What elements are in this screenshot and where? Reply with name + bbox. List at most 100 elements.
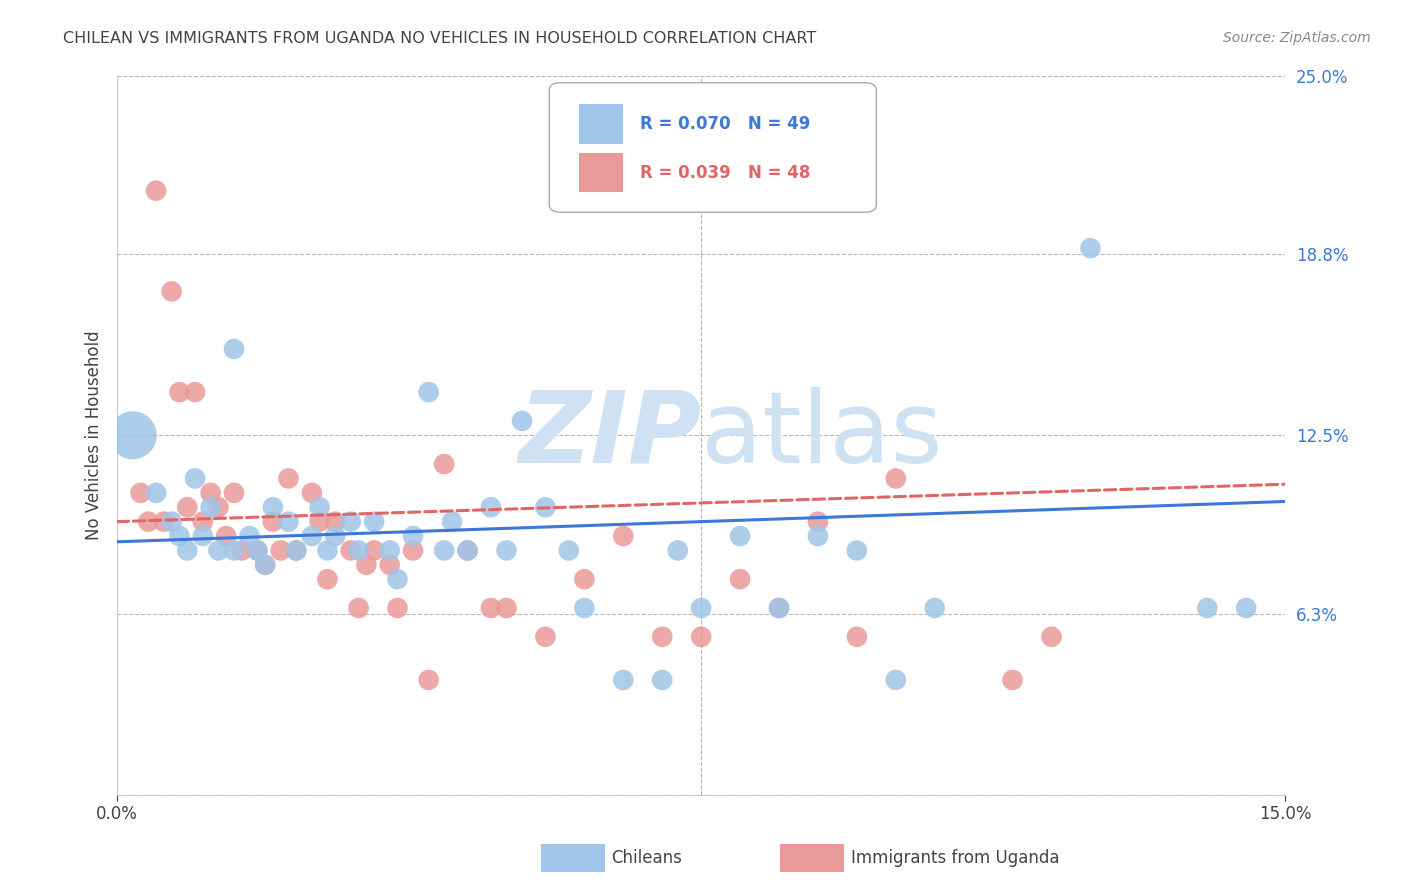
Point xyxy=(884,471,907,485)
Point xyxy=(176,500,198,515)
Point xyxy=(222,543,245,558)
Point xyxy=(845,630,868,644)
Point xyxy=(254,558,277,572)
Point xyxy=(728,572,751,586)
Point xyxy=(191,515,214,529)
Text: R = 0.039   N = 48: R = 0.039 N = 48 xyxy=(640,163,811,182)
Point xyxy=(534,630,557,644)
Point xyxy=(222,486,245,500)
Point xyxy=(176,543,198,558)
Point xyxy=(418,673,440,687)
Point xyxy=(433,457,456,471)
Point xyxy=(363,543,385,558)
Y-axis label: No Vehicles in Household: No Vehicles in Household xyxy=(86,330,103,540)
Point xyxy=(457,543,479,558)
Point xyxy=(301,529,323,543)
Point xyxy=(270,543,292,558)
Text: CHILEAN VS IMMIGRANTS FROM UGANDA NO VEHICLES IN HOUSEHOLD CORRELATION CHART: CHILEAN VS IMMIGRANTS FROM UGANDA NO VEH… xyxy=(63,31,817,46)
Point xyxy=(316,572,339,586)
Point xyxy=(807,529,830,543)
Point xyxy=(402,529,425,543)
Point xyxy=(262,515,284,529)
Point xyxy=(924,601,946,615)
Point xyxy=(145,184,167,198)
Point xyxy=(347,543,370,558)
Point xyxy=(285,543,308,558)
Point xyxy=(479,500,502,515)
Point xyxy=(200,486,222,500)
FancyBboxPatch shape xyxy=(550,83,876,212)
Point xyxy=(277,471,299,485)
Point xyxy=(387,572,409,586)
Point xyxy=(129,486,152,500)
Point xyxy=(457,543,479,558)
Point xyxy=(768,601,790,615)
Point xyxy=(246,543,269,558)
Point xyxy=(440,515,463,529)
Text: Source: ZipAtlas.com: Source: ZipAtlas.com xyxy=(1223,31,1371,45)
Point xyxy=(246,543,269,558)
Text: ZIP: ZIP xyxy=(519,387,702,483)
Point xyxy=(378,558,401,572)
Point xyxy=(574,601,596,615)
Point xyxy=(200,500,222,515)
Point xyxy=(207,543,229,558)
Point xyxy=(690,601,713,615)
Point xyxy=(339,515,361,529)
Bar xyxy=(578,104,623,144)
Point xyxy=(387,601,409,615)
Point xyxy=(238,529,260,543)
Point xyxy=(690,630,713,644)
Point xyxy=(347,601,370,615)
Point xyxy=(558,543,581,558)
Point xyxy=(215,529,238,543)
Point xyxy=(207,500,229,515)
Point xyxy=(160,515,183,529)
Point xyxy=(612,673,634,687)
Point xyxy=(145,486,167,500)
Point xyxy=(169,529,191,543)
Text: atlas: atlas xyxy=(702,387,943,483)
Point xyxy=(433,543,456,558)
Text: Immigrants from Uganda: Immigrants from Uganda xyxy=(851,849,1059,867)
Point xyxy=(1040,630,1063,644)
Point xyxy=(574,572,596,586)
Point xyxy=(378,543,401,558)
Point xyxy=(666,543,689,558)
Point xyxy=(356,558,378,572)
Text: Chileans: Chileans xyxy=(612,849,682,867)
Point xyxy=(651,673,673,687)
Point xyxy=(308,515,330,529)
Point xyxy=(285,543,308,558)
Point xyxy=(184,471,207,485)
Point xyxy=(184,385,207,400)
Point xyxy=(308,500,330,515)
Point xyxy=(1234,601,1257,615)
Point xyxy=(301,486,323,500)
Point xyxy=(231,543,253,558)
Point xyxy=(1001,673,1024,687)
Point xyxy=(1080,241,1102,255)
Point xyxy=(479,601,502,615)
Point xyxy=(191,529,214,543)
Point xyxy=(612,529,634,543)
Point xyxy=(495,543,517,558)
Point xyxy=(534,500,557,515)
Point xyxy=(768,601,790,615)
Point xyxy=(136,515,159,529)
Point xyxy=(807,515,830,529)
Point xyxy=(262,500,284,515)
Point xyxy=(884,673,907,687)
Point xyxy=(316,543,339,558)
Point xyxy=(121,428,143,442)
Point xyxy=(402,543,425,558)
Point xyxy=(153,515,176,529)
Point xyxy=(495,601,517,615)
Point xyxy=(510,414,533,428)
Point xyxy=(1197,601,1219,615)
Point xyxy=(254,558,277,572)
Point xyxy=(339,543,361,558)
Point xyxy=(651,630,673,644)
Text: R = 0.070   N = 49: R = 0.070 N = 49 xyxy=(640,115,811,134)
Point xyxy=(277,515,299,529)
